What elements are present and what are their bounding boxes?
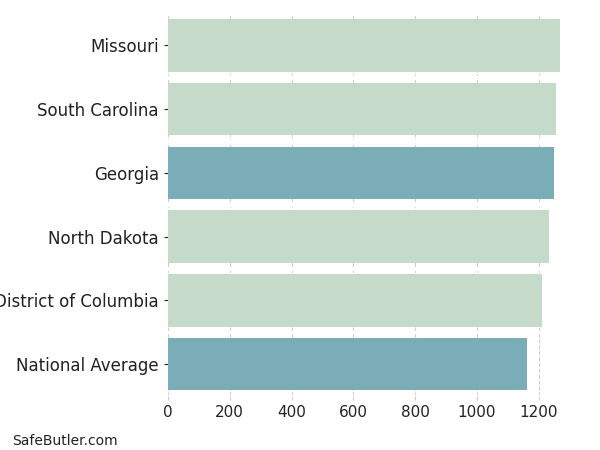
Text: SafeButler.com: SafeButler.com (12, 434, 118, 448)
Bar (168, 274, 542, 327)
Bar (168, 338, 527, 390)
Bar (168, 83, 556, 135)
Bar (168, 211, 549, 263)
Bar (168, 19, 560, 72)
Bar (168, 147, 554, 199)
